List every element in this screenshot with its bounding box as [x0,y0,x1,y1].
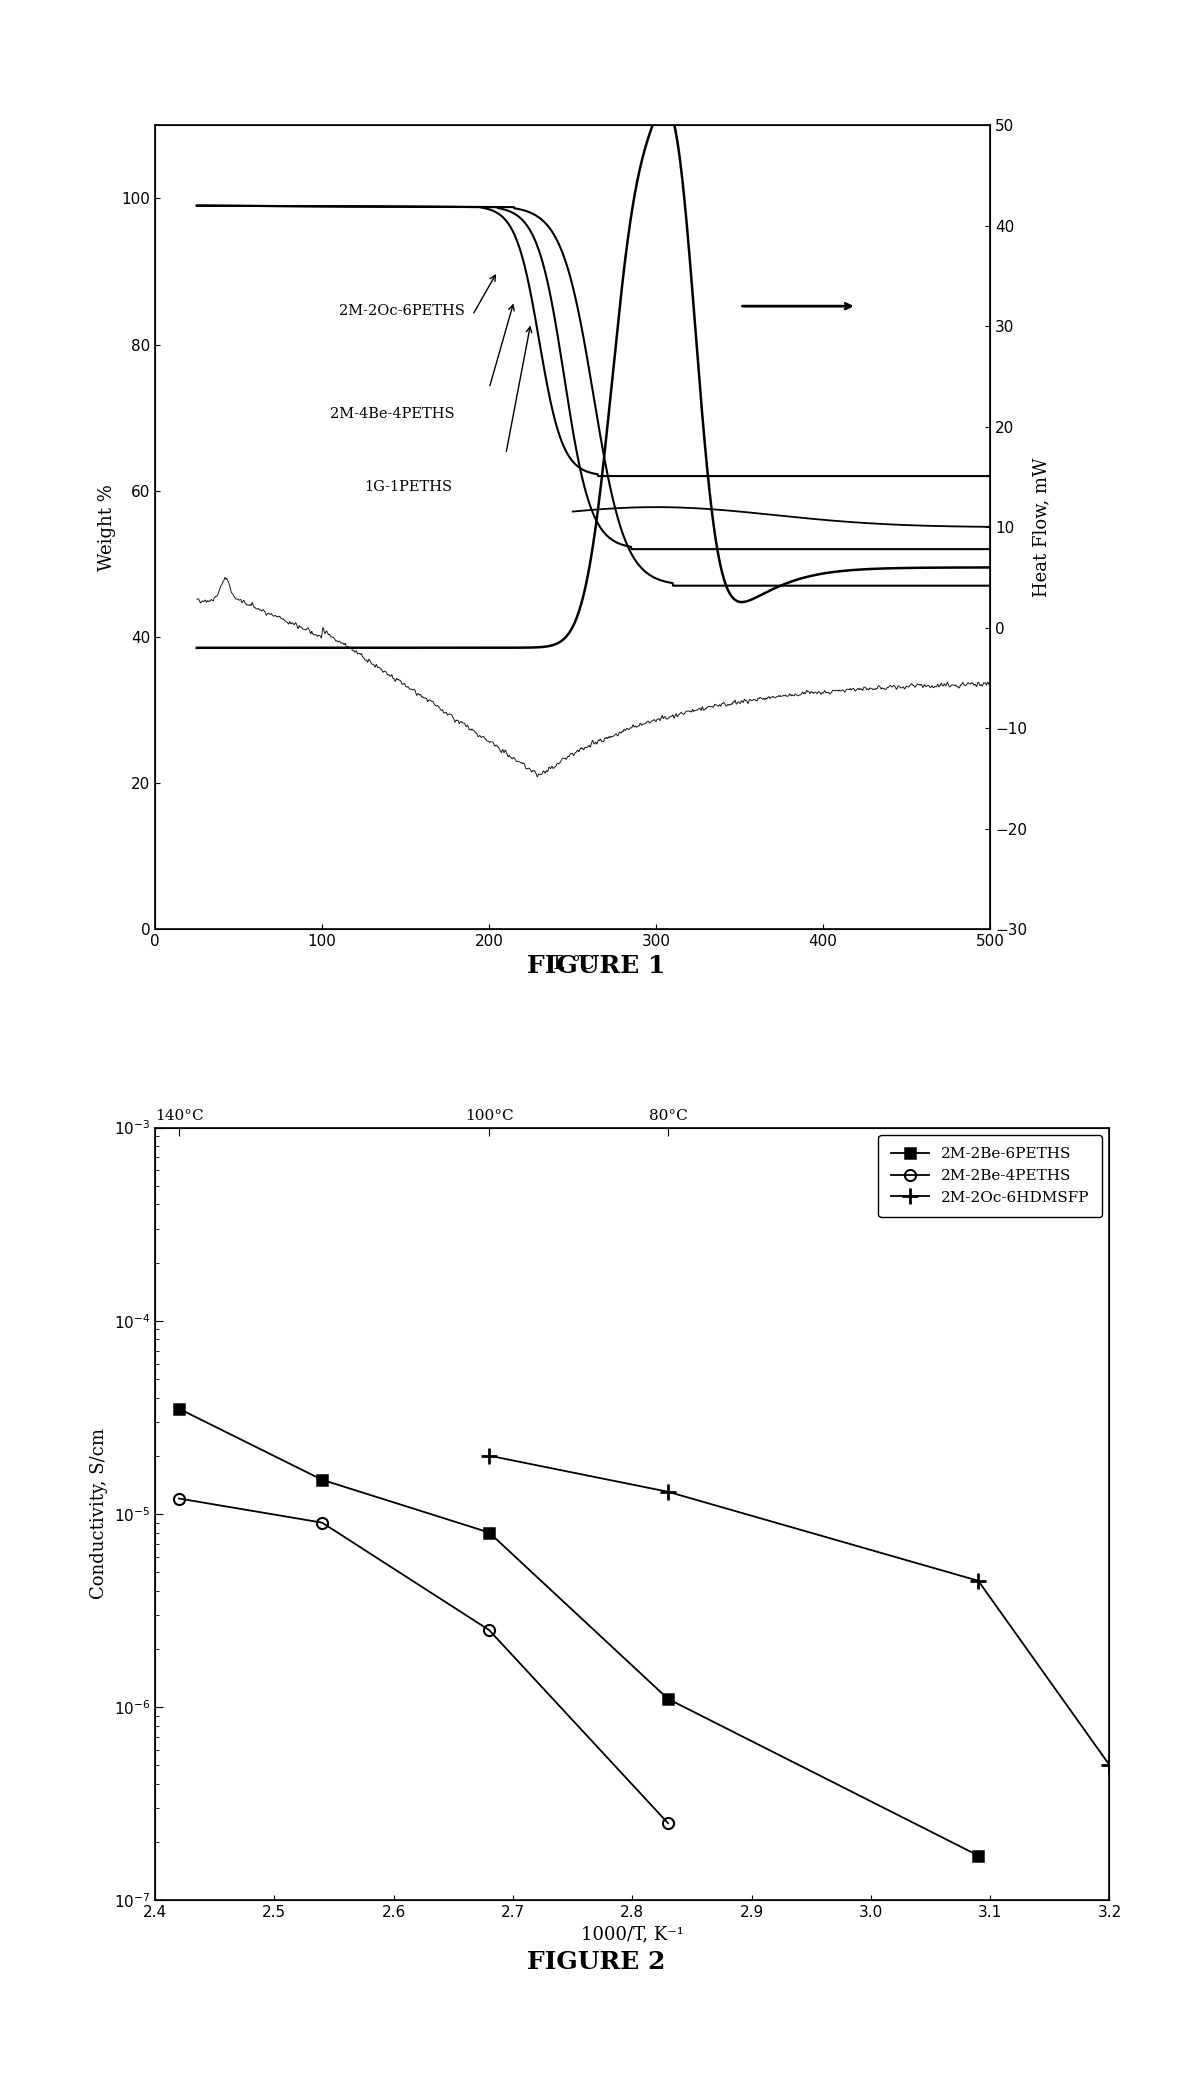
Y-axis label: Weight %: Weight % [98,484,116,570]
2M-2Be-6PETHS [482,1520,496,1545]
Line: 2M-2Be-6PETHS: 2M-2Be-6PETHS [174,1403,983,1860]
X-axis label: T, °C: T, °C [551,954,594,973]
2M-2Be-6PETHS [661,1687,675,1712]
2M-2Be-4PETHS [172,1487,186,1512]
Text: 2M-4Be-4PETHS: 2M-4Be-4PETHS [330,407,455,420]
2M-2Oc-6HDMSFP [971,1568,985,1593]
2M-2Be-6PETHS [315,1468,329,1493]
Text: 2M-2Oc-6PETHS: 2M-2Oc-6PETHS [339,305,465,317]
Line: 2M-2Be-4PETHS: 2M-2Be-4PETHS [173,1493,674,1829]
2M-2Be-6PETHS [172,1397,186,1422]
2M-2Be-4PETHS [482,1618,496,1643]
2M-2Oc-6HDMSFP [482,1443,496,1468]
Y-axis label: Heat Flow, mW: Heat Flow, mW [1033,457,1051,597]
2M-2Be-4PETHS [661,1810,675,1835]
Line: 2M-2Oc-6HDMSFP: 2M-2Oc-6HDMSFP [481,1447,1118,1773]
2M-2Be-6PETHS [971,1844,985,1869]
Legend: 2M-2Be-6PETHS, 2M-2Be-4PETHS, 2M-2Oc-6HDMSFP: 2M-2Be-6PETHS, 2M-2Be-4PETHS, 2M-2Oc-6HD… [878,1136,1102,1217]
Text: FIGURE 1: FIGURE 1 [527,954,666,977]
Text: FIGURE 2: FIGURE 2 [527,1950,666,1973]
2M-2Be-4PETHS [315,1510,329,1535]
2M-2Oc-6HDMSFP [1102,1752,1117,1777]
X-axis label: 1000/T, K⁻¹: 1000/T, K⁻¹ [581,1925,684,1944]
Y-axis label: Conductivity, S/cm: Conductivity, S/cm [89,1428,109,1599]
2M-2Oc-6HDMSFP [661,1478,675,1503]
Text: 1G-1PETHS: 1G-1PETHS [364,480,452,493]
